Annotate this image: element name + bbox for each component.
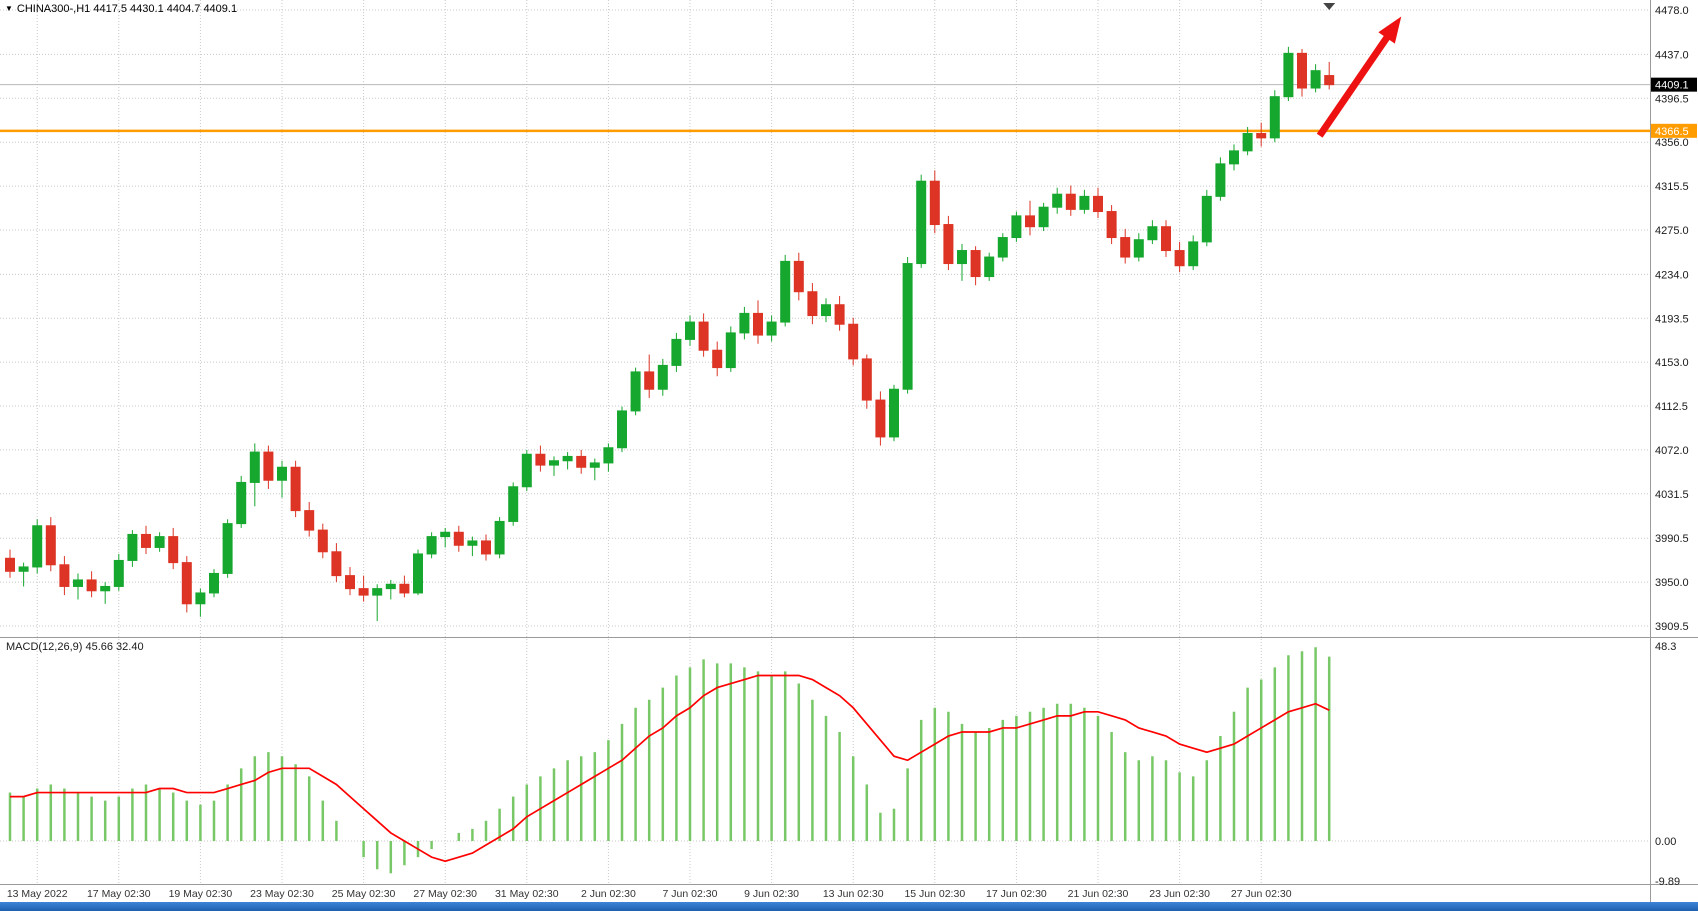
svg-text:3909.5: 3909.5 [1655, 621, 1689, 633]
svg-text:4234.0: 4234.0 [1655, 269, 1689, 281]
svg-text:4031.5: 4031.5 [1655, 489, 1689, 501]
svg-text:4315.5: 4315.5 [1655, 181, 1689, 193]
svg-text:48.3: 48.3 [1655, 641, 1676, 653]
svg-text:3990.5: 3990.5 [1655, 533, 1689, 545]
chart-shift-marker-icon [1323, 3, 1336, 10]
current-price-badge: 4409.1 [1655, 80, 1689, 92]
svg-text:27 May 02:30: 27 May 02:30 [413, 888, 477, 900]
price-level-lines [0, 84, 1650, 133]
symbol-ohlc-text: CHINA300-,H1 4417.5 4430.1 4404.7 4409.1 [16, 3, 238, 15]
svg-text:4356.0: 4356.0 [1655, 137, 1689, 149]
svg-text:13 May 2022: 13 May 2022 [7, 888, 68, 900]
candlesticks [5, 46, 1335, 622]
svg-text:13 Jun 02:30: 13 Jun 02:30 [823, 888, 884, 900]
time-axis-labels: 13 May 2022 17 May 02:30 19 May 02:30 23 Ma… [7, 888, 1292, 900]
svg-text:4153.0: 4153.0 [1655, 357, 1689, 369]
svg-text:23 May 02:30: 23 May 02:30 [250, 888, 314, 900]
symbol-info: ▼ CHINA300-,H1 4417.5 4430.1 4404.7 4409… [5, 3, 237, 15]
svg-text:17 May 02:30: 17 May 02:30 [87, 888, 151, 900]
svg-text:27 Jun 02:30: 27 Jun 02:30 [1231, 888, 1292, 900]
svg-text:4112.5: 4112.5 [1655, 401, 1688, 413]
macd-histogram [8, 647, 1331, 874]
trend-arrow-line [1316, 31, 1393, 138]
annotations[interactable] [1316, 3, 1402, 138]
svg-text:19 May 02:30: 19 May 02:30 [169, 888, 233, 900]
price-axis[interactable] [1650, 0, 1698, 884]
trend-arrow-head [1378, 16, 1402, 44]
hline-price-badge: 4366.5 [1655, 126, 1689, 138]
svg-text:25 May 02:30: 25 May 02:30 [332, 888, 396, 900]
macd-indicator-label: MACD(12,26,9) 45.66 32.40 [6, 641, 144, 653]
macd-signal-line [10, 674, 1330, 863]
svg-text:-9.89: -9.89 [1655, 876, 1680, 888]
svg-text:4437.0: 4437.0 [1655, 49, 1689, 61]
svg-text:23 Jun 02:30: 23 Jun 02:30 [1149, 888, 1210, 900]
svg-text:15 Jun 02:30: 15 Jun 02:30 [904, 888, 965, 900]
time-axis[interactable] [0, 884, 1698, 902]
svg-text:4478.0: 4478.0 [1655, 5, 1689, 17]
svg-text:21 Jun 02:30: 21 Jun 02:30 [1068, 888, 1129, 900]
windows-taskbar[interactable] [0, 902, 1698, 911]
svg-text:31 May 02:30: 31 May 02:30 [495, 888, 559, 900]
svg-text:4193.5: 4193.5 [1655, 313, 1689, 325]
svg-text:4275.0: 4275.0 [1655, 225, 1689, 237]
svg-text:0.00: 0.00 [1655, 836, 1676, 848]
svg-text:3950.0: 3950.0 [1655, 577, 1689, 589]
price-axis-labels: 4478.0 4437.0 4396.5 4356.0 4315.5 4275.0 4234… [1651, 5, 1697, 888]
grid-lines [0, 0, 1650, 884]
svg-text:4396.5: 4396.5 [1655, 93, 1689, 105]
svg-text:9 Jun 02:30: 9 Jun 02:30 [744, 888, 799, 900]
svg-text:2 Jun 02:30: 2 Jun 02:30 [581, 888, 636, 900]
svg-text:7 Jun 02:30: 7 Jun 02:30 [663, 888, 718, 900]
svg-text:4072.0: 4072.0 [1655, 445, 1689, 457]
dropdown-marker-icon: ▼ [5, 4, 13, 13]
svg-text:17 Jun 02:30: 17 Jun 02:30 [986, 888, 1047, 900]
